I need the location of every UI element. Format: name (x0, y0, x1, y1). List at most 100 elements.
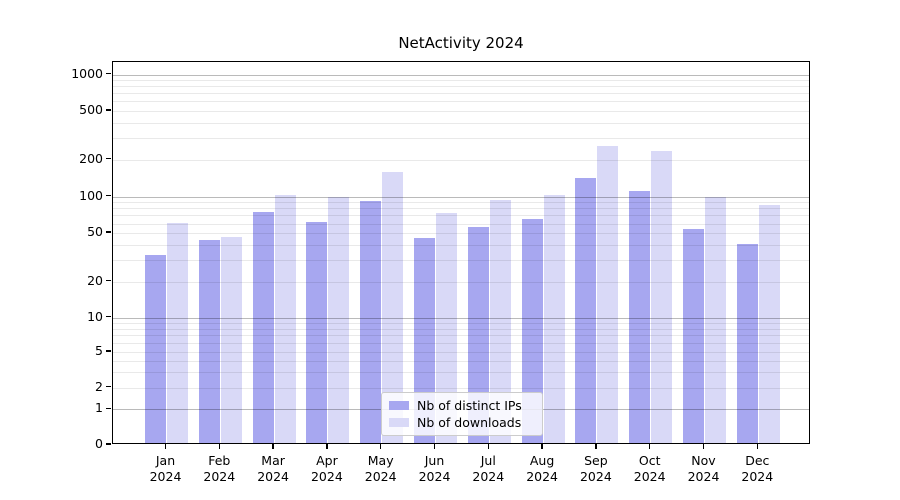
x-tick (164, 444, 167, 449)
bar-nb-of-distinct-ips-jan-2024 (145, 254, 166, 443)
bar-nb-of-downloads-nov-2024 (705, 196, 726, 443)
y-tick (106, 279, 111, 282)
legend-swatch-nb-of-downloads (389, 418, 409, 427)
gridline-minor (113, 159, 809, 161)
bar-nb-of-distinct-ips-dec-2024 (736, 244, 758, 443)
gridline-major (113, 74, 809, 76)
bar-nb-of-distinct-ips-oct-2024 (629, 191, 651, 443)
gridline-minor (113, 86, 809, 88)
gridline-minor (113, 371, 809, 373)
bar-nb-of-downloads-jul-2024 (489, 200, 511, 443)
y-tick (106, 158, 111, 160)
x-tick-label-may-2024: May 2024 (364, 453, 397, 484)
gridline-minor (113, 111, 809, 112)
y-tick-label: 0 (95, 436, 103, 451)
gridline-major (113, 196, 809, 198)
bar-nb-of-distinct-ips-apr-2024 (306, 221, 328, 443)
y-tick-label: 100 (79, 187, 103, 203)
y-tick (106, 443, 111, 445)
gridline-minor (113, 208, 809, 210)
bar-nb-of-downloads-jun-2024 (436, 212, 457, 443)
bar-nb-of-downloads-oct-2024 (651, 151, 673, 443)
y-tick (106, 407, 111, 409)
y-tick (106, 316, 111, 318)
bar-nb-of-downloads-may-2024 (382, 172, 404, 443)
bar-nb-of-distinct-ips-jun-2024 (414, 237, 435, 443)
x-tick (595, 444, 597, 449)
y-tick (106, 72, 111, 75)
bar-nb-of-downloads-mar-2024 (274, 194, 296, 443)
legend: Nb of distinct IPs Nb of downloads (381, 392, 543, 436)
gridline-minor (113, 260, 809, 261)
bar-nb-of-distinct-ips-mar-2024 (252, 211, 274, 443)
y-tick-label: 50 (87, 224, 103, 239)
bar-nb-of-distinct-ips-jul-2024 (467, 227, 489, 443)
x-tick-label-jul-2024: Jul 2024 (472, 453, 505, 484)
x-tick-label-mar-2024: Mar 2024 (257, 453, 289, 484)
gridline-minor (113, 387, 809, 389)
bar-nb-of-distinct-ips-nov-2024 (683, 229, 704, 443)
gridline-minor (113, 343, 809, 344)
bar-nb-of-distinct-ips-sep-2024 (575, 177, 597, 443)
x-tick (272, 444, 274, 449)
x-tick (487, 444, 489, 449)
y-tick-label: 200 (79, 150, 103, 166)
y-tick-label: 10 (87, 308, 103, 324)
gridline-minor (113, 335, 809, 337)
legend-label: Nb of downloads (417, 415, 522, 430)
gridline-minor (113, 233, 809, 234)
gridline-minor (113, 352, 809, 353)
x-tick (218, 444, 220, 449)
gridline-minor (113, 93, 809, 95)
x-tick-label-dec-2024: Dec 2024 (741, 453, 774, 484)
gridline-major (113, 317, 809, 319)
x-tick-label-aug-2024: Aug 2024 (526, 453, 558, 484)
gridline-minor (113, 122, 809, 124)
x-tick (380, 444, 382, 449)
x-tick (756, 444, 758, 449)
x-tick-label-jun-2024: Jun 2024 (418, 453, 451, 484)
gridline-minor (113, 101, 809, 103)
legend-label: Nb of distinct IPs (417, 398, 522, 413)
x-tick (433, 444, 436, 449)
y-tick (106, 231, 111, 233)
x-tick-label-apr-2024: Apr 2024 (310, 453, 343, 484)
y-tick-label: 5 (95, 343, 103, 358)
gridline-minor (113, 202, 809, 204)
x-tick-label-feb-2024: Feb 2024 (203, 453, 236, 484)
y-tick-label: 20 (87, 272, 103, 288)
bar-nb-of-distinct-ips-aug-2024 (521, 218, 543, 443)
y-tick-label: 1000 (71, 65, 103, 81)
x-tick (326, 444, 328, 449)
y-tick-label: 2 (95, 378, 103, 394)
gridline-minor (113, 360, 809, 362)
bar-nb-of-downloads-aug-2024 (543, 194, 565, 443)
gridline-minor (113, 322, 809, 324)
x-tick (541, 444, 543, 449)
bar-nb-of-downloads-dec-2024 (758, 205, 780, 443)
y-tick-label: 1 (95, 400, 103, 416)
gridline-minor (113, 244, 809, 246)
bar-nb-of-downloads-sep-2024 (597, 145, 619, 443)
legend-entry-nb-of-distinct-ips: Nb of distinct IPs (389, 398, 534, 413)
legend-swatch-nb-of-distinct-ips (389, 401, 409, 410)
x-tick-label-oct-2024: Oct 2024 (633, 453, 666, 484)
gridline-minor (113, 138, 809, 140)
y-tick (106, 386, 111, 388)
plot-area: Nb of distinct IPs Nb of downloads (112, 61, 810, 444)
gridline-minor (113, 223, 809, 225)
x-tick-label-jan-2024: Jan 2024 (149, 453, 182, 484)
y-tick (106, 109, 111, 111)
x-tick-label-sep-2024: Sep 2024 (579, 453, 612, 484)
gridline-minor (113, 281, 809, 283)
y-tick (106, 195, 111, 197)
x-tick-label-nov-2024: Nov 2024 (687, 453, 720, 484)
x-tick (649, 444, 651, 449)
gridline-minor (113, 80, 809, 81)
bar-nb-of-downloads-feb-2024 (220, 236, 242, 443)
legend-entry-nb-of-downloads: Nb of downloads (389, 415, 534, 430)
x-tick (702, 444, 705, 449)
bar-nb-of-downloads-jan-2024 (167, 223, 188, 443)
bar-nb-of-downloads-apr-2024 (328, 197, 350, 443)
